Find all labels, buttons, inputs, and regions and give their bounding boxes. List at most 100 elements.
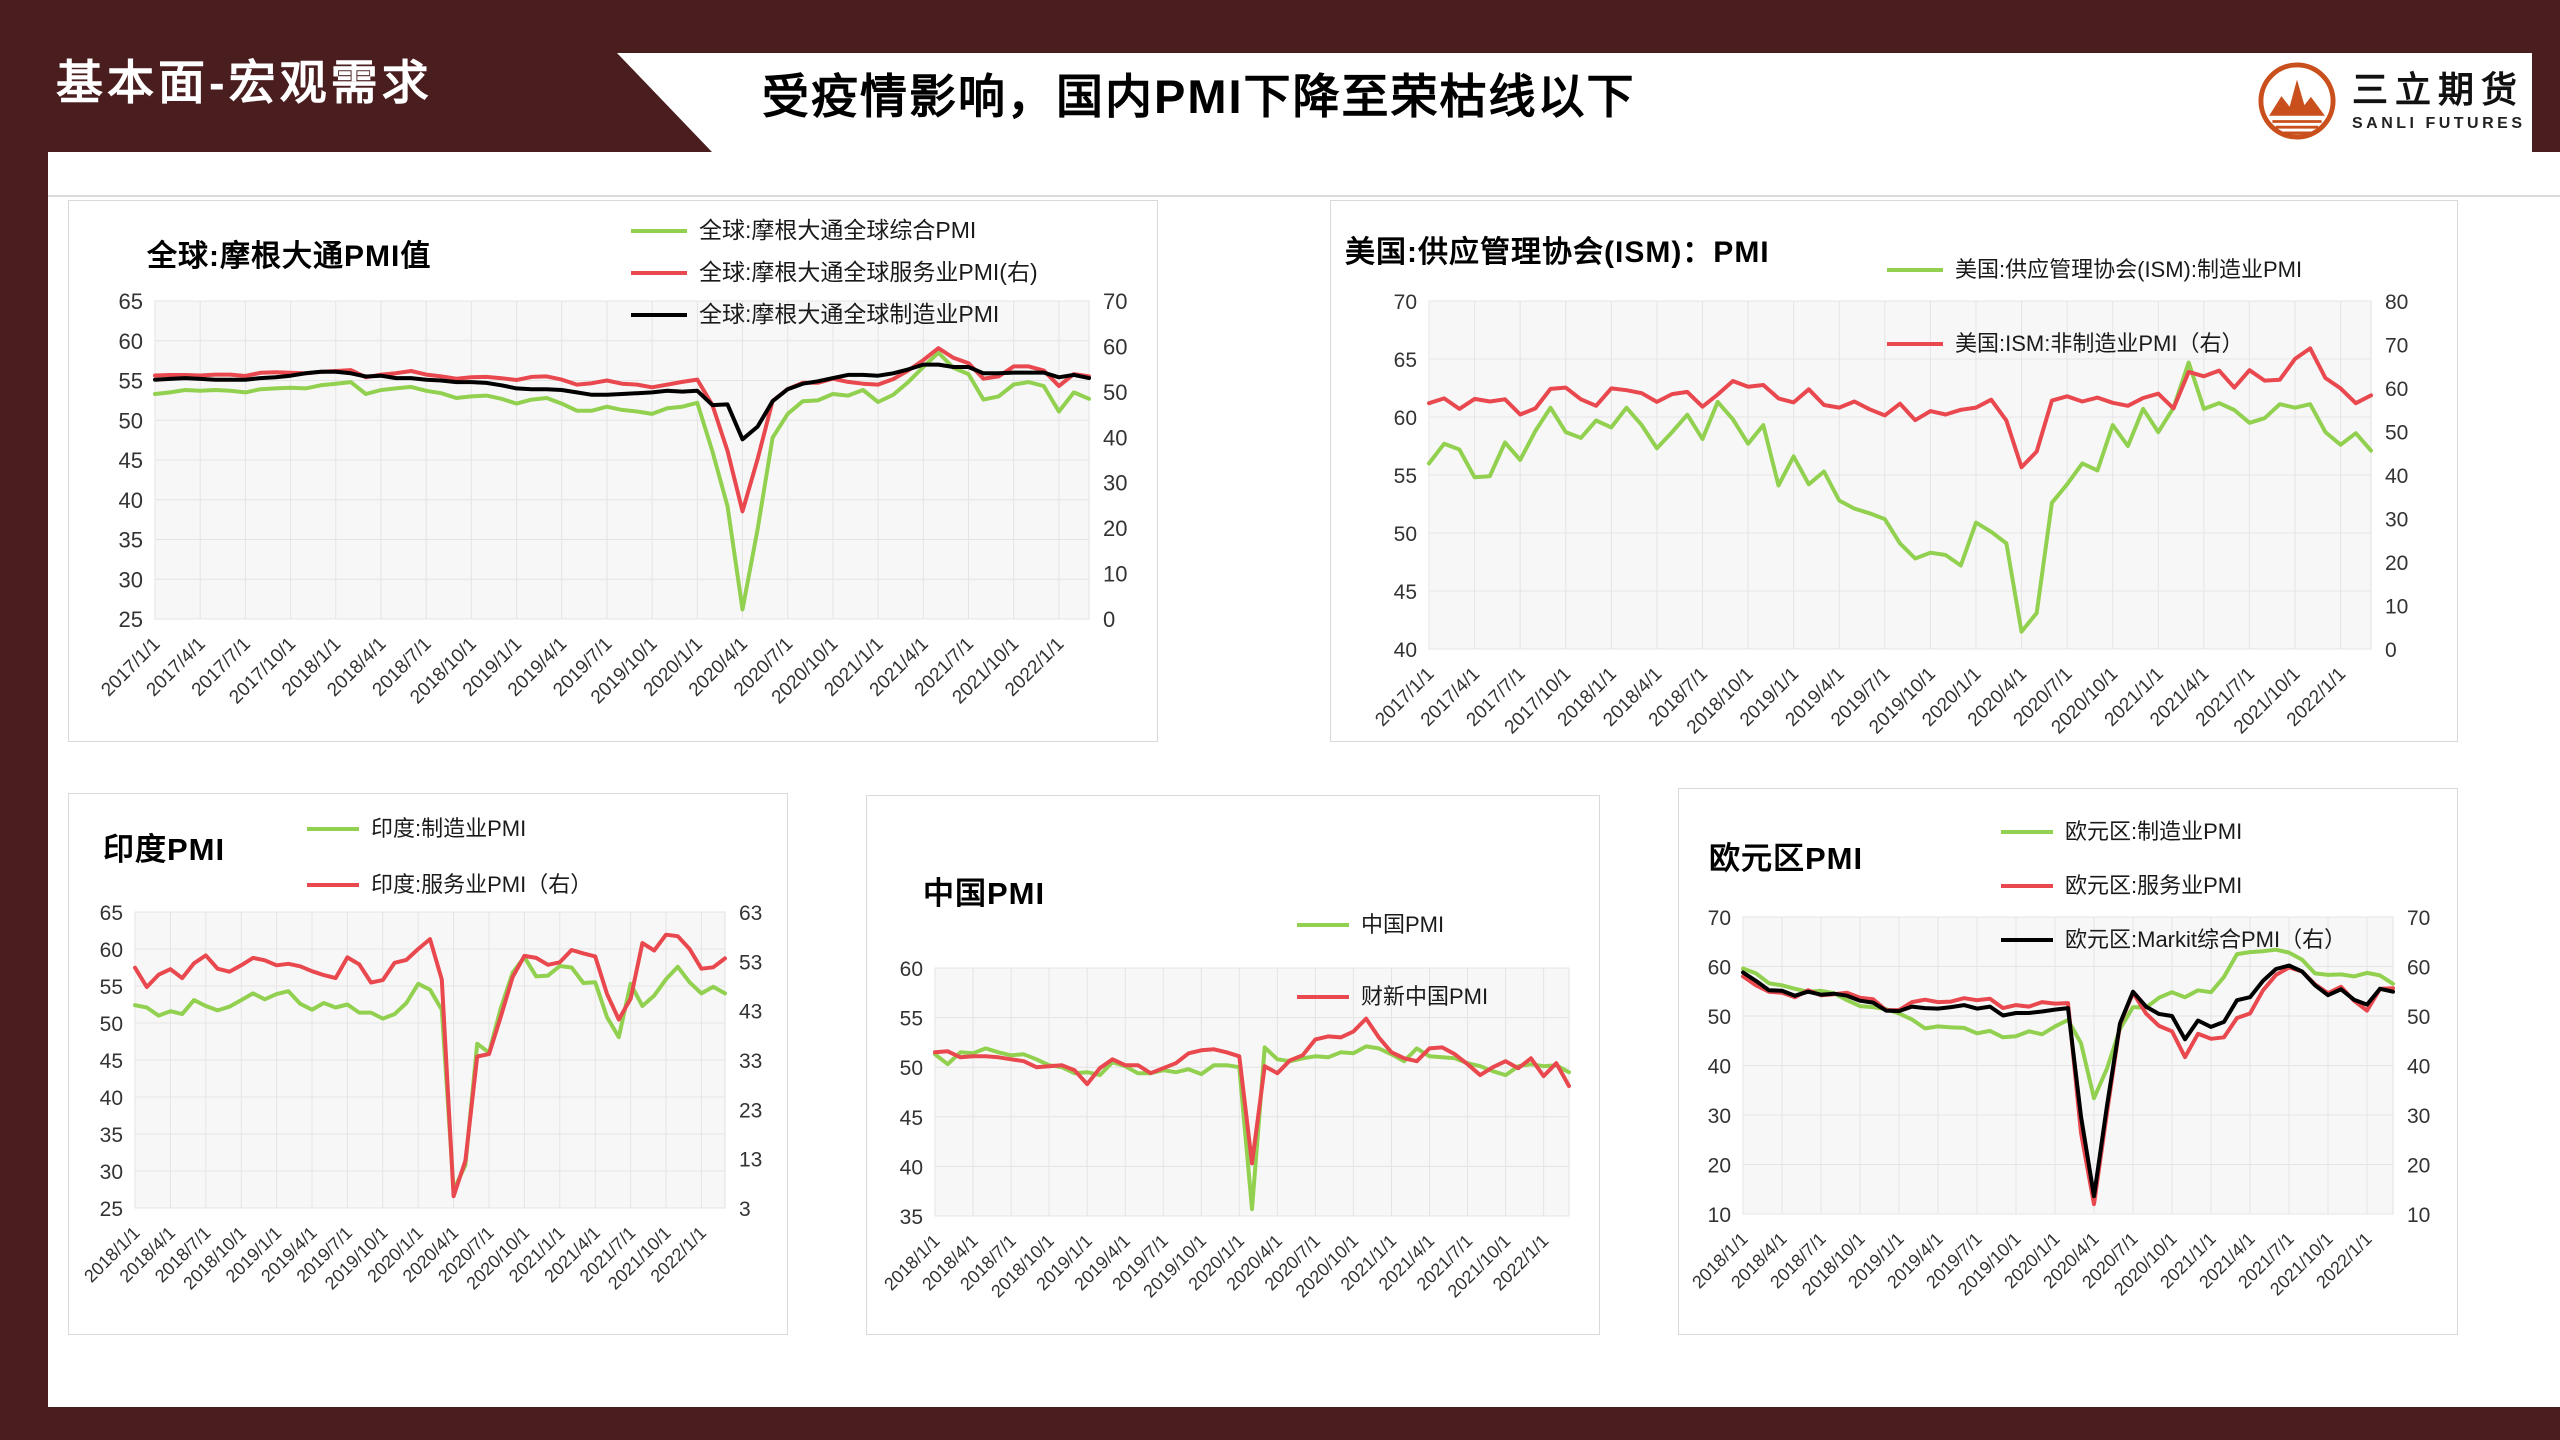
chart-panel-eurozone-pmi: 欧元区PMI 2018/1/1 2018/4/1 2018/7/1 2018/10/1 2… <box>1678 788 2458 1335</box>
legend-swatch-icon <box>307 827 359 831</box>
right-axis-tick-label: 30 <box>1103 471 1127 496</box>
right-axis-tick-label: 60 <box>2407 957 2430 980</box>
legend-swatch-icon <box>1887 268 1943 272</box>
right-axis-tick-label: 20 <box>2407 1155 2430 1178</box>
left-axis-tick-label: 40 <box>900 1156 923 1179</box>
legend-label: 美国:ISM:非制造业PMI（右） <box>1955 331 2244 356</box>
left-axis-tick-label: 55 <box>1394 465 1417 488</box>
left-axis-tick-label: 30 <box>1708 1105 1731 1128</box>
right-axis-tick-label: 23 <box>739 1099 762 1122</box>
logo-name-en: SANLI FUTURES <box>2352 114 2526 132</box>
right-axis-tick-label: 70 <box>2385 335 2408 358</box>
legend-label: 欧元区:服务业PMI <box>2065 873 2243 898</box>
left-axis-tick-label: 55 <box>900 1008 923 1031</box>
chart-panel-india-pmi: 印度PMI 2018/1/1 2018/4/1 2018/7/1 2018/10/1 20… <box>68 793 788 1335</box>
series-line-印度:服务业PMI（右） <box>133 932 727 1199</box>
legend-item: 全球:摩根大通全球制造业PMI <box>631 303 999 326</box>
header-white-band <box>617 53 2532 152</box>
legend-label: 美国:供应管理协会(ISM):制造业PMI <box>1955 257 2303 282</box>
right-axis-tick-label: 70 <box>2407 907 2430 930</box>
series-line-美国:ISM:非制造业PMI（右） <box>1427 346 2373 470</box>
chart-panel-china-pmi: 中国PMI 2018/1/1 2018/4/1 2018/7/1 2018/10/1 20… <box>866 795 1600 1335</box>
legend-item: 全球:摩根大通全球服务业PMI(右) <box>631 261 1038 284</box>
left-axis-tick-label: 45 <box>900 1107 923 1130</box>
chart-plot: 2018/1/12018/4/12018/7/12018/10/12019/1/… <box>880 958 1571 1301</box>
left-axis-tick-label: 25 <box>119 607 143 632</box>
legend-label: 欧元区:制造业PMI <box>2065 819 2243 844</box>
legend-swatch-icon <box>1297 923 1349 927</box>
left-axis-tick-label: 60 <box>119 329 143 354</box>
left-axis-tick-label: 25 <box>100 1198 123 1221</box>
right-axis-tick-label: 40 <box>1103 425 1127 450</box>
series-line-财新中国PMI <box>933 1016 1571 1166</box>
legend-label: 全球:摩根大通全球制造业PMI <box>699 301 1000 327</box>
left-axis-tick-label: 40 <box>1394 639 1417 662</box>
chart-title: 欧元区PMI <box>1709 841 1864 876</box>
legend-swatch-icon <box>631 270 687 275</box>
header-banner: 基本面-宏观需求 受疫情影响，国内PMI下降至荣枯线以下 三立期货 SANLI … <box>0 0 2560 152</box>
legend-swatch-icon <box>2001 938 2053 942</box>
legend-item: 欧元区:Markit综合PMI（右） <box>2001 929 2346 951</box>
left-axis-tick-label: 10 <box>1708 1204 1731 1227</box>
chart-title: 中国PMI <box>923 876 1046 911</box>
legend-swatch-icon <box>307 883 359 887</box>
right-axis-tick-label: 30 <box>2385 509 2408 532</box>
mountain-logo-icon <box>2258 62 2336 140</box>
legend-item: 印度:服务业PMI（右） <box>307 874 592 896</box>
left-axis-tick-label: 40 <box>1708 1056 1731 1079</box>
legend-item: 财新中国PMI <box>1297 986 1488 1008</box>
left-axis-tick-label: 65 <box>1394 349 1417 372</box>
right-axis-tick-label: 53 <box>739 951 762 974</box>
legend-item: 欧元区:制造业PMI <box>2001 821 2242 843</box>
right-axis-tick-label: 0 <box>2385 639 2397 662</box>
chart-panel-us-ism-pmi: 美国:供应管理协会(ISM)：PMI 2017/1/1 2017/4/1 2017/7… <box>1330 200 2458 742</box>
legend-label: 全球:摩根大通全球服务业PMI(右) <box>699 259 1038 285</box>
right-axis-tick-label: 50 <box>2385 422 2408 445</box>
legend-swatch-icon <box>2001 884 2053 888</box>
right-axis-tick-label: 10 <box>2407 1204 2430 1227</box>
right-axis-tick-label: 40 <box>2407 1056 2430 1079</box>
header-divider-line <box>48 195 2560 197</box>
left-axis-tick-label: 20 <box>1708 1155 1731 1178</box>
left-axis-tick-label: 45 <box>100 1050 123 1073</box>
legend-swatch-icon <box>1887 342 1943 346</box>
legend-label: 印度:服务业PMI（右） <box>371 872 593 897</box>
logo-name-cn: 三立期货 <box>2352 69 2525 111</box>
left-axis-tick-label: 65 <box>119 289 143 314</box>
left-axis-tick-label: 50 <box>1394 523 1417 546</box>
legend-item: 中国PMI <box>1297 914 1444 936</box>
left-axis-tick-label: 70 <box>1394 291 1417 314</box>
left-axis-tick-label: 35 <box>900 1206 923 1229</box>
left-axis-tick-label: 60 <box>1708 957 1731 980</box>
right-axis-tick-label: 50 <box>2407 1006 2430 1029</box>
right-axis-tick-label: 40 <box>2385 465 2408 488</box>
chart-title: 印度PMI <box>103 832 226 867</box>
right-axis-tick-label: 20 <box>2385 552 2408 575</box>
left-axis-tick-label: 60 <box>1394 407 1417 430</box>
left-axis-tick-label: 55 <box>100 976 123 999</box>
legend-item: 全球:摩根大通全球综合PMI <box>631 219 976 242</box>
legend-label: 财新中国PMI <box>1361 984 1489 1009</box>
right-axis-tick-label: 43 <box>739 1001 762 1024</box>
left-axis-tick-label: 35 <box>119 528 143 553</box>
right-axis-tick-label: 50 <box>1103 380 1127 405</box>
left-axis-tick-label: 45 <box>119 448 143 473</box>
series-line-全球:摩根大通全球制造业PMI <box>153 362 1091 442</box>
chart-plot: 2017/1/12017/4/12017/7/12017/10/12018/1/… <box>97 289 1127 708</box>
right-axis-tick-label: 10 <box>2385 596 2408 619</box>
left-axis-tick-label: 40 <box>100 1087 123 1110</box>
right-axis-tick-label: 60 <box>1103 334 1127 359</box>
legend-label: 全球:摩根大通全球综合PMI <box>699 217 977 243</box>
legend-swatch-icon <box>2001 830 2053 834</box>
chart-plot: 2017/1/12017/4/12017/7/12017/10/12018/1/… <box>1371 291 2408 738</box>
left-axis-tick-label: 55 <box>119 369 143 394</box>
footer-bar <box>0 1407 2560 1440</box>
left-axis-tick-label: 30 <box>100 1161 123 1184</box>
legend-swatch-icon <box>631 312 687 317</box>
section-label: 基本面-宏观需求 <box>56 56 433 109</box>
legend-item: 美国:ISM:非制造业PMI（右） <box>1887 333 2243 355</box>
left-axis-tick-label: 40 <box>119 488 143 513</box>
series-line-全球:摩根大通全球综合PMI <box>153 350 1091 612</box>
left-axis-tick-label: 50 <box>1708 1006 1731 1029</box>
